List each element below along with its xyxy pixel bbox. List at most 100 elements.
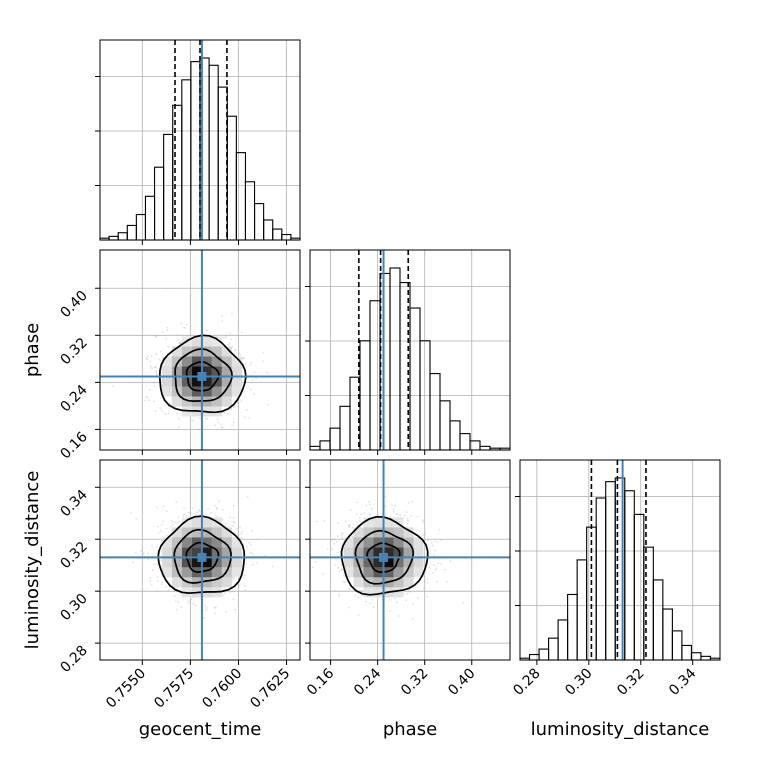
scatter-point — [229, 516, 232, 519]
scatter-point — [182, 326, 185, 329]
scatter-point — [170, 525, 172, 528]
scatter-point — [177, 516, 180, 519]
scatter-point — [399, 514, 401, 517]
scatter-point — [234, 349, 236, 352]
hist-bar — [181, 79, 192, 241]
scatter-point — [394, 597, 396, 600]
scatter-point — [249, 551, 252, 554]
hist-bar — [309, 445, 321, 451]
hist-bar — [624, 490, 635, 661]
x-tick-label-phase: 0.16 — [304, 665, 337, 698]
scatter-point — [175, 608, 178, 611]
scatter-point — [249, 388, 252, 391]
density-cell — [161, 386, 172, 397]
density-cell — [191, 336, 202, 347]
scatter-point — [150, 355, 153, 358]
density-cell — [403, 577, 414, 588]
scatter-point — [180, 606, 183, 608]
scatter-point — [389, 610, 391, 612]
scatter-point — [462, 602, 465, 605]
scatter-point — [426, 581, 429, 584]
density-cell — [221, 396, 232, 407]
scatter-point — [159, 350, 162, 353]
scatter-point — [349, 524, 351, 526]
density-cell — [413, 557, 424, 568]
scatter-point — [262, 351, 265, 354]
scatter-point — [205, 329, 208, 332]
scatter-point — [357, 597, 360, 599]
scatter-point — [144, 399, 147, 402]
scatter-point — [235, 527, 238, 530]
scatter-point — [156, 545, 158, 548]
scatter-point — [154, 410, 157, 413]
hist-bar — [339, 405, 351, 451]
scatter-point — [244, 574, 247, 576]
scatter-point — [218, 500, 221, 503]
x-tick-label-luminosity-distance: 0.28 — [510, 666, 543, 699]
x-tick-label-geocent-time: 0.7550 — [103, 666, 149, 712]
density-cell — [231, 386, 242, 397]
density-cell — [373, 517, 384, 528]
scatter-point — [365, 600, 367, 603]
scatter-point — [214, 612, 217, 614]
scatter-point — [240, 533, 243, 535]
panel-frame — [99, 459, 301, 661]
scatter-point — [184, 326, 187, 329]
density-cell — [201, 557, 212, 568]
y-axis-label-luminosity-distance: luminosity_distance — [22, 471, 43, 650]
y-tick-label-luminosity-distance: 0.30 — [57, 591, 90, 624]
scatter-point — [243, 584, 246, 587]
density-cell — [171, 537, 182, 548]
scatter-point — [154, 366, 157, 369]
scatter-point — [231, 312, 233, 315]
scatter-point — [186, 334, 189, 337]
hist-bar — [538, 648, 550, 661]
density-cell — [363, 587, 374, 598]
scatter-point — [216, 506, 219, 509]
scatter-point — [449, 560, 452, 563]
scatter-point — [348, 524, 351, 527]
scatter-point — [434, 549, 437, 552]
scatter-point — [229, 591, 232, 594]
scatter-point — [234, 348, 237, 351]
scatter-point — [327, 548, 329, 550]
scatter-point — [148, 388, 151, 391]
scatter-point — [151, 367, 153, 370]
density-cell — [383, 517, 394, 528]
density-cell — [373, 557, 384, 568]
scatter-point — [231, 577, 234, 579]
scatter-point — [365, 504, 368, 507]
panel-frame — [309, 459, 511, 661]
density-cell — [353, 547, 364, 558]
scatter-point — [255, 377, 257, 380]
scatter-point — [407, 502, 410, 504]
scatter-point — [349, 588, 351, 591]
scatter-point — [416, 515, 419, 518]
scatter-point — [180, 322, 183, 325]
scatter-point — [348, 526, 350, 529]
scatter-point — [155, 563, 158, 566]
density-cell — [231, 356, 242, 367]
density-cell — [231, 366, 242, 377]
hist-bar — [319, 440, 331, 451]
scatter-point — [229, 341, 231, 344]
scatter-point — [244, 553, 247, 555]
scatter-point — [232, 517, 235, 519]
density-cell — [211, 396, 222, 407]
scatter-point — [153, 381, 156, 384]
scatter-point — [407, 589, 410, 592]
density-cell — [191, 376, 202, 387]
scatter-point — [423, 580, 426, 583]
scatter-point — [182, 514, 185, 517]
scatter-point — [356, 501, 359, 504]
scatter-point — [405, 511, 408, 513]
x-tick-label-luminosity-distance: 0.32 — [614, 666, 647, 699]
density-cell — [181, 396, 192, 407]
hist-bar — [163, 133, 174, 241]
hist-bar — [108, 235, 119, 241]
scatter-point — [428, 548, 431, 550]
scatter-point — [206, 607, 208, 609]
scatter-point — [142, 553, 144, 556]
density-cell — [161, 356, 172, 367]
scatter-point — [321, 573, 324, 575]
